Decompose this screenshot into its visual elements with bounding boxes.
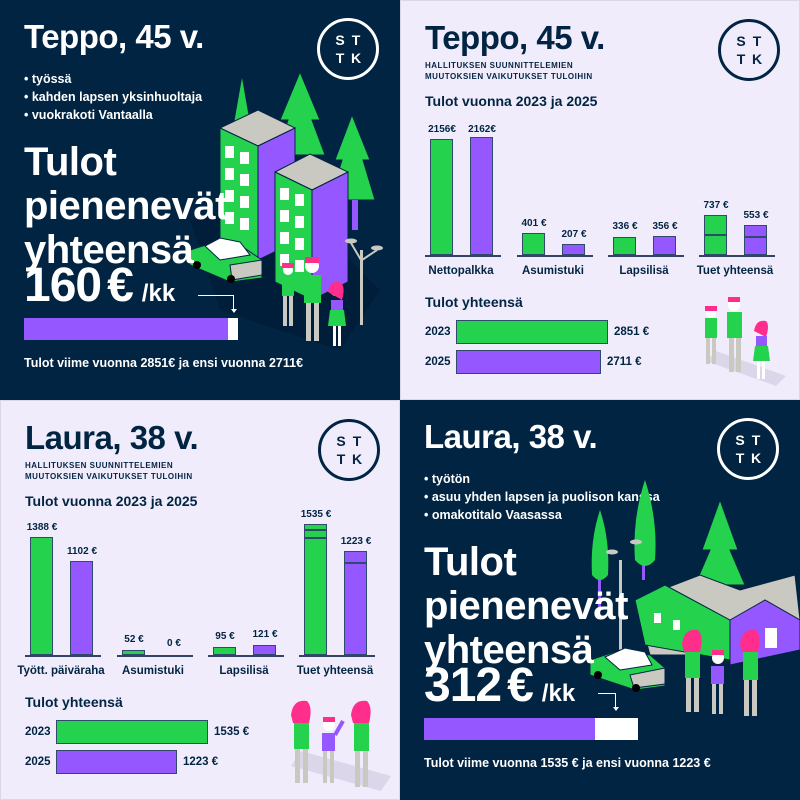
bar-2025	[70, 561, 93, 655]
pointer-arrow	[598, 693, 616, 707]
bar-2025	[253, 645, 276, 655]
total-bar-2023	[456, 320, 608, 344]
section-title-totals: Tulot yhteensä	[25, 694, 123, 710]
category-label: Tuet yhteensä	[296, 665, 374, 677]
bullet-item: vuokrakoti Vantaalla	[24, 106, 202, 124]
section-title-bars: Tulot vuonna 2023 ja 2025	[25, 493, 198, 509]
bar-2023-stacked	[704, 215, 727, 255]
category-label: Nettopalkka	[428, 265, 494, 277]
house-illustration	[590, 480, 800, 716]
monthly-decrease-amount: 312 € /kk	[424, 659, 576, 712]
bullet-item: asuu yhden lapsen ja puolison kanssa	[424, 488, 660, 506]
income-progress-fill	[24, 318, 228, 340]
total-bar-2025	[56, 750, 177, 774]
bar-2025-stacked	[744, 225, 767, 255]
total-row-2025: 2025 1223 €	[25, 749, 218, 775]
bar-2023	[613, 237, 636, 255]
category-label: Lapsilisä	[619, 265, 669, 277]
panel-subtitle: HALLITUKSEN SUUNNITTELEMIEN MUUTOKSIEN V…	[25, 461, 193, 481]
profile-bullets: työssä kahden lapsen yksinhuoltaja vuokr…	[24, 70, 202, 124]
teppo-summary-panel: Teppo, 45 v. ST TK työssä kahden lapsen …	[0, 0, 400, 400]
income-footnote: Tulot viime vuonna 2851€ ja ensi vuonna …	[24, 356, 304, 370]
bar-group-lapsilisa: 95 € 121 € Lapsilisä	[208, 521, 284, 677]
bullet-item: kahden lapsen yksinhuoltaja	[24, 88, 202, 106]
bullet-item: työssä	[24, 70, 202, 88]
pointer-arrow	[198, 295, 234, 309]
family-figures	[282, 257, 346, 346]
headline: Tulot pienenevät yhteensä	[24, 140, 228, 272]
total-bar-2023	[56, 720, 208, 744]
bar-group-asumistuki: 52 € 0 € Asumistuki	[117, 521, 193, 677]
bar-2025	[562, 244, 585, 255]
section-title-totals: Tulot yhteensä	[425, 294, 523, 310]
monthly-decrease-amount: 160 € /kk	[24, 259, 176, 312]
panel-title: Laura, 38 v.	[424, 418, 598, 455]
income-progress-bar	[24, 318, 238, 340]
family-illustration	[291, 700, 391, 791]
bar-2023	[122, 650, 145, 655]
total-row-2025: 2025 2711 €	[425, 349, 642, 375]
category-label: Tyött. päiväraha	[17, 665, 105, 677]
section-title-bars: Tulot vuonna 2023 ja 2025	[425, 93, 598, 109]
bar-2023	[213, 647, 236, 655]
bar-2025-stacked	[344, 551, 367, 655]
total-row-2023: 2023 2851 €	[425, 319, 649, 345]
headline: Tulot pienenevät yhteensä	[424, 540, 628, 672]
bar-2023	[30, 537, 53, 655]
arrow-head-icon	[613, 707, 619, 711]
bullet-item: työtön	[424, 470, 660, 488]
income-bar-chart: 1388 € 1102 € Tyött. päiväraha 52 € 0 € …	[17, 509, 380, 677]
bar-2023	[522, 233, 545, 255]
laura-summary-panel: Laura, 38 v. ST TK työtön asuu yhden lap…	[400, 400, 800, 800]
bar-2025	[470, 137, 493, 255]
bar-2023-stacked	[304, 524, 327, 655]
bar-group-lapsilisa: 336 € 356 € Lapsilisä	[608, 121, 684, 277]
bar-2025	[653, 236, 676, 255]
profile-bullets: työtön asuu yhden lapsen ja puolison kan…	[424, 470, 660, 524]
bar-group-tyott-paivaraha: 1388 € 1102 € Tyött. päiväraha	[17, 522, 105, 677]
bar-2023	[430, 139, 453, 255]
category-label: Lapsilisä	[219, 665, 269, 677]
category-label: Asumistuki	[522, 265, 584, 277]
bar-group-tuet-yhteensa: 737 € 553 € Tuet yhteensä	[696, 200, 775, 277]
family-illustration	[705, 297, 786, 386]
bar-group-nettopalkka: 2156€ 2162€ Nettopalkka	[425, 121, 501, 277]
panel-title: Teppo, 45 v.	[425, 19, 605, 56]
total-bar-2025	[456, 350, 601, 374]
income-progress-fill	[424, 718, 595, 740]
apartment-illustration	[189, 70, 383, 350]
income-footnote: Tulot viime vuonna 1535 € ja ensi vuonna…	[424, 756, 711, 770]
total-row-2023: 2023 1535 €	[25, 719, 249, 745]
category-label: Tuet yhteensä	[696, 265, 774, 277]
income-bar-chart: 2156€ 2162€ Nettopalkka 401 € 207 € Asum…	[425, 121, 780, 277]
panel-subtitle: HALLITUKSEN SUUNNITTELEMIEN MUUTOKSIEN V…	[425, 61, 593, 81]
category-label: Asumistuki	[122, 665, 184, 677]
bar-group-tuet-yhteensa: 1535 € 1223 € Tuet yhteensä	[296, 509, 375, 677]
arrow-head-icon	[231, 309, 237, 313]
bullet-item: omakotitalo Vaasassa	[424, 506, 660, 524]
panel-title: Laura, 38 v.	[25, 419, 199, 456]
income-progress-bar	[424, 718, 638, 740]
panel-title: Teppo, 45 v.	[24, 18, 204, 55]
bar-group-asumistuki: 401 € 207 € Asumistuki	[517, 121, 593, 277]
